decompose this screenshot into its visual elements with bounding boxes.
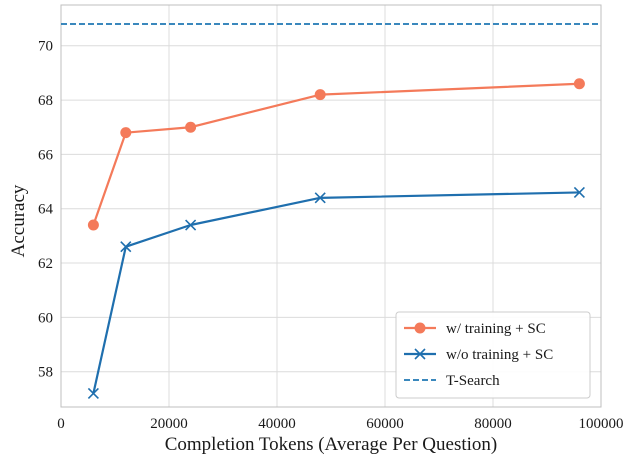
y-tick-label: 66 [38, 147, 54, 163]
y-tick-label: 62 [38, 256, 53, 272]
data-point [314, 89, 326, 101]
x-tick-label: 20000 [150, 416, 188, 432]
data-point [87, 387, 99, 399]
legend-label-t-search: T-Search [446, 373, 500, 389]
x-tick-label: 80000 [474, 416, 512, 432]
legend-marker-circle [414, 322, 426, 334]
series-layer [87, 78, 585, 399]
data-point [185, 219, 197, 231]
y-tick-label: 68 [38, 93, 53, 109]
data-point [314, 192, 326, 204]
x-tick-label: 0 [57, 416, 65, 432]
y-axis-label: Accuracy [8, 184, 29, 257]
x-tick-label: 100000 [579, 416, 624, 432]
y-tick-label: 58 [38, 365, 53, 381]
data-point [185, 121, 197, 133]
x-tick-label: 40000 [258, 416, 296, 432]
legend-item-w-training: w/ training + SC [404, 321, 546, 337]
legend-item-t-search: T-Search [404, 373, 500, 389]
data-point [87, 219, 99, 231]
plot-frame [60, 4, 602, 408]
data-point [573, 78, 585, 90]
data-point [120, 241, 132, 253]
y-axis-ticks: 58 60 62 64 66 68 70 [38, 39, 54, 381]
legend: w/ training + SC w/o training + SC T-Sea… [395, 311, 591, 399]
y-tick-label: 64 [38, 202, 54, 218]
legend-item-wo-training: w/o training + SC [404, 347, 553, 363]
y-tick-label: 60 [38, 310, 53, 326]
y-tick-label: 70 [38, 39, 53, 55]
legend-label-w-training: w/ training + SC [446, 321, 546, 337]
data-point [573, 186, 585, 198]
legend-marker-x [414, 348, 426, 360]
data-point [120, 127, 132, 139]
x-axis-ticks: 0 20000 40000 60000 80000 100000 [57, 416, 623, 432]
x-axis-label: Completion Tokens (Average Per Question) [165, 434, 498, 455]
legend-label-wo-training: w/o training + SC [446, 347, 553, 363]
legend-box [395, 311, 591, 399]
x-tick-label: 60000 [366, 416, 404, 432]
